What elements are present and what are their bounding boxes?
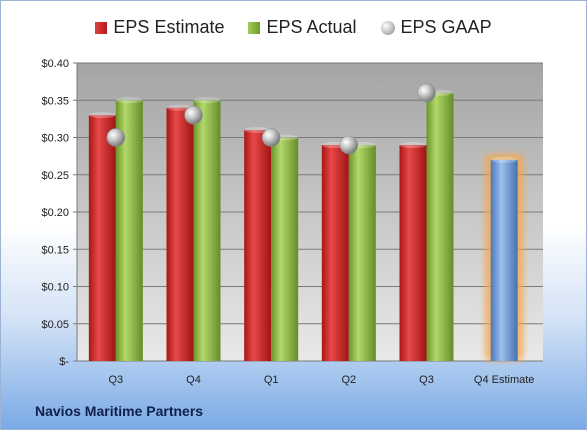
y-tick-label: $0.20: [41, 207, 69, 219]
legend-label-actual: EPS Actual: [266, 17, 357, 37]
gaap-marker: [106, 128, 126, 147]
bar-estimate-group: [166, 104, 194, 361]
y-tick-label: $0.15: [41, 244, 69, 256]
bar-estimate-top: [399, 141, 427, 148]
company-name: Navios Maritime Partners: [35, 403, 204, 419]
bar-estimate: [244, 130, 272, 361]
bar-estimate: [399, 144, 427, 361]
bar-estimate: [321, 144, 349, 361]
x-tick-label: Q3: [419, 374, 434, 386]
y-tick-label: $0.40: [41, 58, 69, 70]
bar-forecast: [490, 159, 518, 361]
chart-marks: [88, 83, 524, 362]
legend-item-gaap: EPS GAAP: [380, 17, 492, 38]
y-tick-label: $0.05: [41, 319, 69, 331]
bar-estimate-group: [321, 141, 349, 361]
bar-actual: [193, 100, 221, 361]
bar-actual-group: [271, 134, 299, 361]
bar-estimate-group: [399, 141, 427, 361]
bar-estimate-top: [88, 112, 116, 119]
legend-swatch-actual: [248, 21, 261, 34]
bar-estimate: [88, 115, 116, 362]
x-tick-label: Q4: [186, 374, 201, 386]
bar-actual: [426, 92, 454, 362]
x-tick-label: Q3: [108, 374, 123, 386]
bar-actual: [348, 144, 376, 361]
bar-actual-group: [426, 89, 454, 362]
bar-forecast-top: [490, 156, 518, 163]
gaap-marker: [417, 83, 436, 103]
bar-actual-group: [348, 141, 376, 361]
gaap-marker: [261, 128, 281, 147]
y-axis-labels: $0.40 $0.35 $0.30 $0.25 $0.20 $0.15 $0.10 $0.05…: [41, 58, 69, 368]
bar-forecast-group: [490, 156, 518, 361]
bar-actual: [271, 137, 299, 361]
legend-item-actual: EPS Actual: [248, 17, 357, 38]
legend-label-estimate: EPS Estimate: [113, 17, 225, 37]
x-axis-labels: Q3 Q4 Q1 Q2 Q3 Q4 Estimate: [108, 374, 534, 386]
x-tick-label: Q1: [264, 374, 279, 386]
grid: [73, 62, 543, 362]
legend-swatch-gaap: [380, 20, 395, 35]
legend-item-estimate: EPS Estimate: [95, 17, 224, 38]
gaap-marker: [184, 105, 203, 125]
bar-actual-top: [193, 97, 221, 104]
bar-estimate-group: [244, 127, 272, 361]
y-tick-label: $0.10: [41, 282, 69, 294]
bar-estimate: [166, 107, 194, 361]
legend-label-gaap: EPS GAAP: [400, 17, 492, 37]
y-tick-label: $0.30: [41, 133, 69, 145]
bar-actual-top: [115, 97, 143, 104]
x-tick-label: Q2: [341, 374, 356, 386]
legend-swatch-estimate: [95, 21, 108, 34]
y-tick-label: $0.25: [41, 170, 69, 182]
legend: EPS Estimate EPS Actual EPS GAAP: [1, 17, 586, 38]
x-tick-label: Q4 Estimate: [474, 374, 535, 386]
y-tick-label: $-: [59, 356, 69, 368]
bar-estimate-group: [88, 112, 116, 362]
bar-actual-group: [193, 97, 221, 361]
gaap-marker: [339, 135, 359, 155]
y-tick-label: $0.35: [41, 95, 69, 107]
